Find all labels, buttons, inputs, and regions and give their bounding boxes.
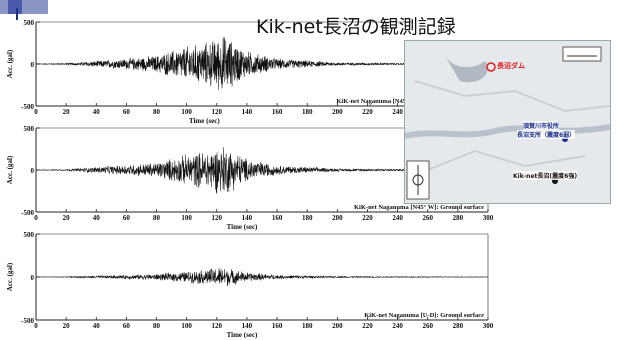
x-tick-label: 20 bbox=[63, 322, 71, 330]
x-tick-label: 20 bbox=[63, 108, 71, 116]
x-tick-label: 60 bbox=[123, 214, 131, 222]
x-tick-label: 200 bbox=[332, 108, 343, 116]
trace-annotation: KiK-net Naganuma [U-D]: Ground surface bbox=[364, 312, 484, 319]
x-tick-label: 60 bbox=[123, 322, 131, 330]
y-axis-label: Acc. (gal) bbox=[6, 49, 14, 78]
slide-corner-tick bbox=[16, 8, 18, 20]
map-dam-label: 長沼ダム bbox=[497, 62, 525, 70]
y-tick-label: 0 bbox=[31, 61, 35, 69]
x-tick-label: 20 bbox=[63, 214, 71, 222]
y-tick-label: 500 bbox=[24, 19, 35, 27]
x-tick-label: 260 bbox=[422, 214, 433, 222]
x-tick-label: 120 bbox=[212, 108, 223, 116]
map-road-2 bbox=[424, 149, 586, 172]
y-tick-label: 500 bbox=[24, 231, 35, 239]
y-tick-label: 500 bbox=[24, 125, 35, 133]
x-tick-label: 160 bbox=[272, 322, 283, 330]
map-office-label-2: 長沼支所（震度6弱） bbox=[517, 130, 576, 139]
x-tick-label: 80 bbox=[153, 108, 161, 116]
x-tick-label: 220 bbox=[362, 322, 373, 330]
x-tick-label: 0 bbox=[34, 322, 38, 330]
x-tick-label: 40 bbox=[93, 214, 101, 222]
x-axis-label: Time (sec) bbox=[227, 223, 258, 231]
x-tick-label: 300 bbox=[483, 322, 494, 330]
map-scale-box bbox=[562, 46, 602, 62]
x-axis-label: Time (sec) bbox=[227, 331, 258, 339]
y-tick-label: -500 bbox=[21, 103, 34, 111]
slide-corner-accent bbox=[8, 0, 22, 14]
x-tick-label: 100 bbox=[181, 322, 192, 330]
map-office-label-1: 須賀川市役所 bbox=[523, 121, 560, 130]
x-tick-label: 220 bbox=[362, 108, 373, 116]
x-tick-label: 160 bbox=[272, 108, 283, 116]
y-axis-label: Acc. (gal) bbox=[6, 262, 14, 291]
y-tick-label: -500 bbox=[21, 209, 34, 217]
y-tick-label: -500 bbox=[21, 317, 34, 325]
x-tick-label: 220 bbox=[362, 214, 373, 222]
trace-annotation: KiK-net Naganuma [N45° bbox=[336, 98, 409, 105]
map-lake bbox=[445, 56, 488, 83]
x-tick-label: 60 bbox=[123, 108, 131, 116]
x-tick-label: 0 bbox=[34, 108, 38, 116]
x-tick-label: 120 bbox=[212, 322, 223, 330]
slide-title: Kik-net長沼の観測記録 bbox=[256, 16, 456, 38]
map-station-label: Kik-net長沼(震度6強) bbox=[513, 171, 578, 180]
x-tick-label: 180 bbox=[302, 322, 313, 330]
x-tick-label: 260 bbox=[422, 322, 433, 330]
map-road bbox=[414, 80, 610, 113]
x-tick-label: 240 bbox=[392, 108, 403, 116]
seismogram-trace bbox=[35, 268, 489, 287]
y-tick-label: 0 bbox=[31, 167, 35, 175]
location-map: 長沼ダム 須賀川市役所 長沼支所（震度6弱） Kik-net長沼(震度6強) bbox=[404, 40, 611, 204]
x-tick-label: 80 bbox=[153, 322, 161, 330]
seismogram-trace bbox=[35, 36, 413, 90]
x-tick-label: 40 bbox=[93, 322, 101, 330]
x-axis-label: Time (sec) bbox=[189, 117, 220, 125]
x-tick-label: 280 bbox=[453, 322, 464, 330]
x-tick-label: 100 bbox=[181, 108, 192, 116]
x-tick-label: 200 bbox=[332, 214, 343, 222]
x-tick-label: 240 bbox=[392, 322, 403, 330]
x-tick-label: 240 bbox=[392, 214, 403, 222]
x-tick-label: 200 bbox=[332, 322, 343, 330]
compass-rose-icon bbox=[412, 174, 424, 186]
x-tick-label: 300 bbox=[483, 214, 494, 222]
x-tick-label: 140 bbox=[242, 322, 253, 330]
x-tick-label: 280 bbox=[453, 214, 464, 222]
x-tick-label: 140 bbox=[242, 214, 253, 222]
x-tick-label: 0 bbox=[34, 214, 38, 222]
x-tick-label: 140 bbox=[242, 108, 253, 116]
x-tick-label: 180 bbox=[302, 108, 313, 116]
x-tick-label: 80 bbox=[153, 214, 161, 222]
y-axis-label: Acc. (gal) bbox=[6, 155, 14, 184]
trace-annotation: KiK-net Naganuma [N45° W]: Ground surfac… bbox=[354, 204, 484, 211]
x-tick-label: 100 bbox=[181, 214, 192, 222]
y-tick-label: 0 bbox=[31, 274, 35, 282]
x-tick-label: 180 bbox=[302, 214, 313, 222]
x-tick-label: 160 bbox=[272, 214, 283, 222]
dam-marker-icon bbox=[486, 62, 496, 72]
x-tick-label: 120 bbox=[212, 214, 223, 222]
x-tick-label: 40 bbox=[93, 108, 101, 116]
